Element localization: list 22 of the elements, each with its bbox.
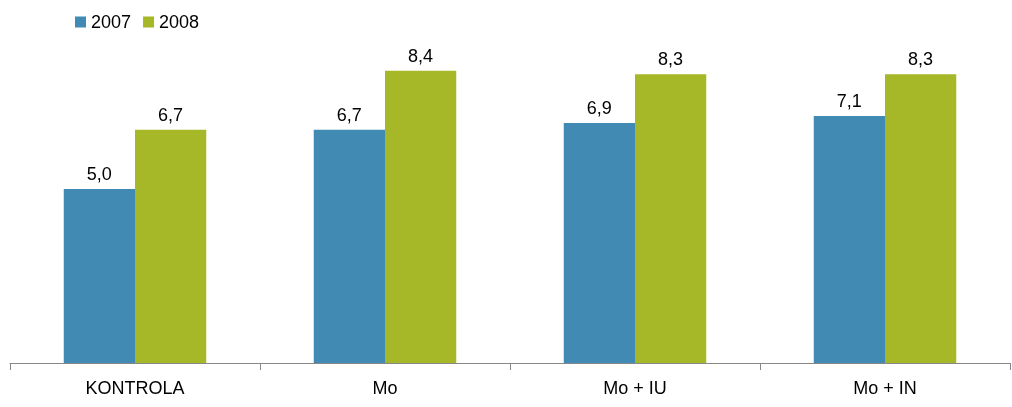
data-label: 8,4: [408, 45, 434, 66]
data-label: 6,7: [158, 104, 184, 125]
bar: [135, 129, 207, 363]
legend-label: 2008: [159, 12, 200, 32]
bar: [813, 115, 885, 363]
data-label: 7,1: [836, 90, 862, 111]
bar: [385, 70, 457, 363]
data-label: 6,7: [336, 104, 362, 125]
data-label: 6,9: [586, 97, 612, 118]
data-label: 8,3: [658, 49, 684, 70]
x-tick-label: Mo + IN: [853, 378, 917, 398]
x-tick-label: Mo: [372, 378, 398, 398]
bar: [885, 74, 957, 363]
bar: [313, 129, 385, 363]
bar: [63, 189, 135, 363]
bar: [635, 74, 707, 363]
data-label: 5,0: [86, 164, 112, 184]
x-tick-label: KONTROLA: [85, 378, 185, 398]
x-tick-label: Mo + IU: [603, 378, 667, 398]
legend-label: 2007: [91, 12, 132, 32]
bar: [563, 122, 635, 363]
data-label: 8,3: [908, 49, 934, 70]
